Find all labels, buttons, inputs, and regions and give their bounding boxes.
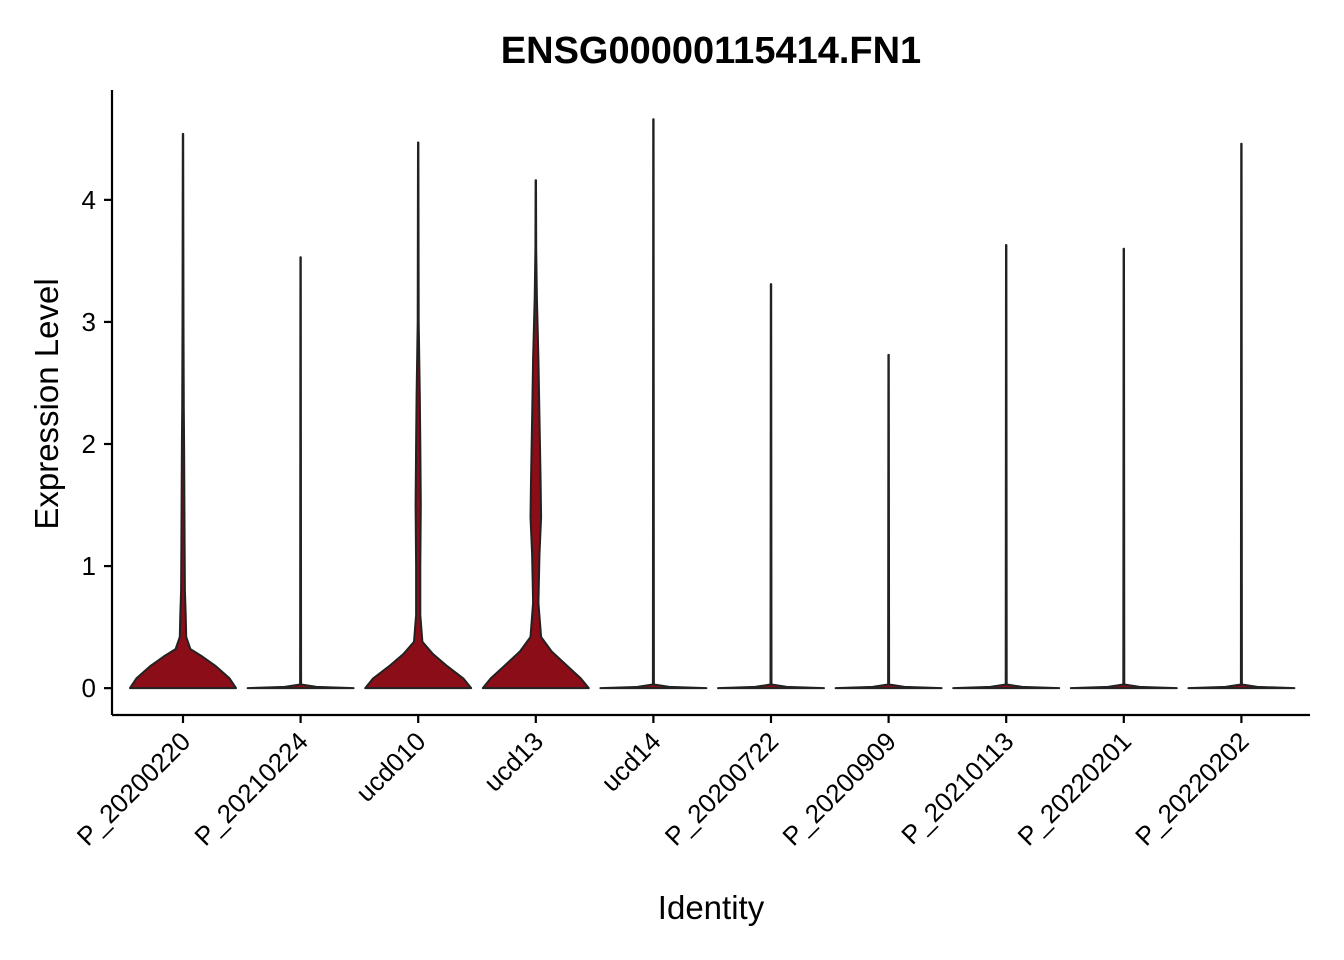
x-tick-label: P_20200220 [71,726,197,852]
violin-P_20200722 [717,283,825,690]
violin-P_20220201 [1069,247,1178,690]
y-ticks: 0 1 2 3 4 [82,185,112,703]
violin-P_20200220 [129,132,237,690]
y-tick-label: 3 [82,307,96,337]
violin-ucd14 [599,118,708,690]
y-axis-title: Expression Level [28,278,65,529]
y-tick-label: 4 [82,185,96,215]
y-tick-label: 1 [82,551,96,581]
x-tick-label: P_20210113 [895,726,1019,850]
x-tick-label: P_20220202 [1129,726,1255,852]
x-tick-label: ucd010 [350,726,432,808]
violin-P_20200909 [834,353,943,690]
violin-layer [129,118,1296,690]
violin-P_20220202 [1187,142,1296,690]
x-tick-label: ucd14 [595,726,666,797]
y-tick-label: 0 [82,673,96,703]
x-tick-label: P_20210224 [188,726,314,852]
chart-title: ENSG00000115414.FN1 [501,30,921,72]
x-axis-title: Identity [658,889,765,926]
x-tick-label: ucd13 [478,726,549,797]
violin-ucd010 [364,141,473,690]
violin-P_20210113 [952,244,1061,690]
x-tick-label: P_20200722 [659,726,785,852]
violin-P_20210224 [246,256,355,690]
x-tick-label: P_20200909 [776,726,902,852]
x-tick-label: P_20220201 [1012,726,1138,852]
y-tick-label: 2 [82,429,96,459]
violin-ucd13 [481,179,590,690]
